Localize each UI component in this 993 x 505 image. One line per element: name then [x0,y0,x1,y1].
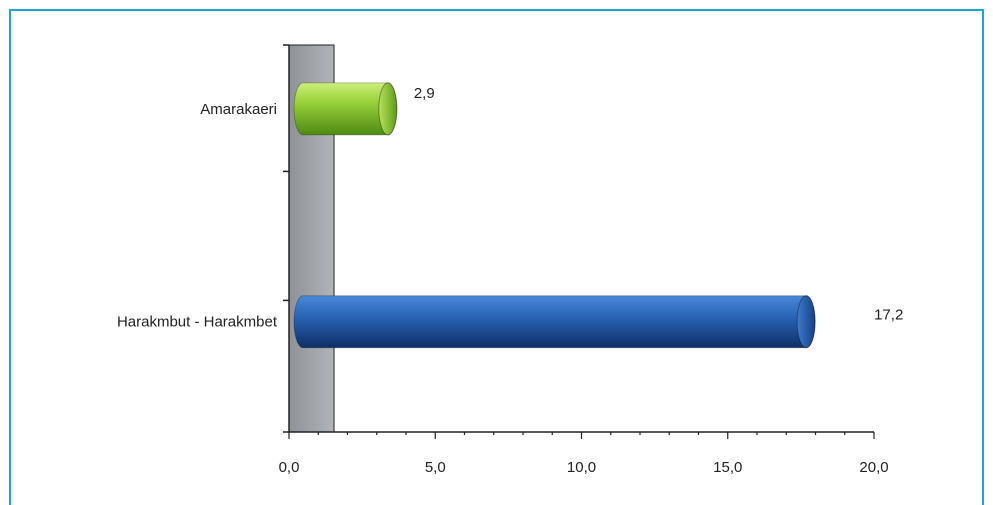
y-axis-ticks [283,44,289,433]
x-tick-label: 5,0 [425,459,446,476]
bar [293,295,816,349]
chart-frame [9,9,984,505]
bar-end-cap [378,82,398,136]
bar-body [293,295,816,349]
bars [293,82,816,349]
value-label: 17,2 [874,307,903,324]
category-label: Amarakaeri [200,101,277,118]
value-label: 2,9 [414,85,435,102]
x-tick-label: 0,0 [279,459,300,476]
bar [293,82,398,136]
x-axis-ticks: 0,0 5,0 10,0 15,0 20,0 [279,432,889,476]
x-tick-label: 10,0 [567,459,596,476]
labels: Amarakaeri 2,9 Harakmbut - Harakmbet 17,2 [117,85,903,331]
category-label: Harakmbut - Harakmbet [117,314,278,331]
x-tick-label: 20,0 [859,459,888,476]
x-tick-label: 15,0 [713,459,742,476]
bar-end-cap [796,295,816,349]
